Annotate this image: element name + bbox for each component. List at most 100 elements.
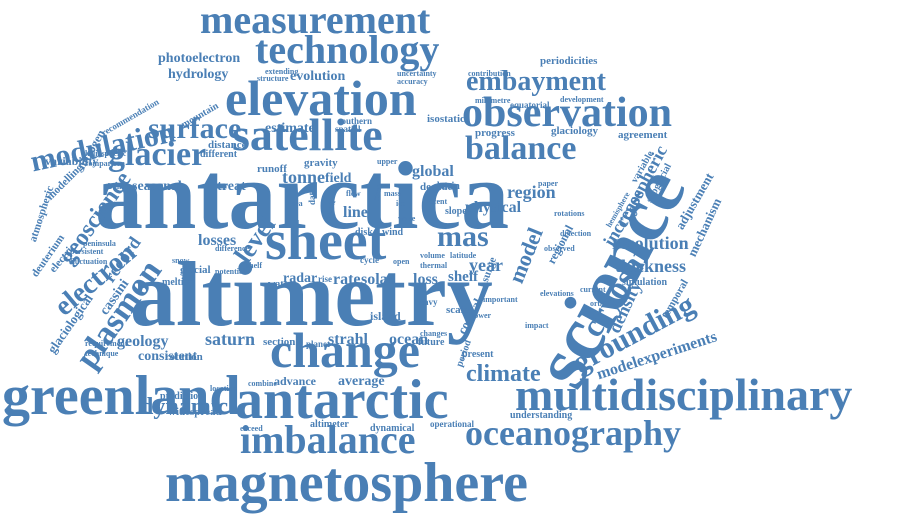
word: contribution: [468, 69, 511, 78]
word: region: [507, 182, 556, 202]
word: accuracy: [397, 77, 428, 86]
word: building: [108, 182, 137, 191]
word: ice: [396, 199, 406, 208]
word: global: [412, 163, 454, 180]
word: atmospheric: [27, 184, 57, 244]
word: glaciology: [551, 125, 599, 137]
word: imbalance: [240, 417, 416, 462]
word: upper: [377, 157, 398, 166]
word: magnetosphere: [165, 452, 528, 514]
word: elevations: [540, 289, 574, 298]
word: basin: [437, 181, 460, 192]
word: heliospheric: [85, 149, 127, 158]
word: greenland: [2, 365, 241, 427]
word: tonne: [282, 167, 326, 187]
word: embayment: [466, 66, 606, 97]
word: runoff: [257, 163, 287, 175]
word: altimetry: [130, 243, 493, 345]
word: southern: [338, 116, 373, 126]
word: thermal: [420, 261, 448, 270]
word: detection: [560, 229, 592, 238]
word: rise: [318, 274, 332, 284]
word: agreement: [618, 129, 668, 141]
word: periodicities: [540, 55, 598, 67]
word: dynamical: [370, 423, 415, 434]
word: ocean: [389, 331, 429, 348]
word: progress: [475, 127, 515, 139]
word: wave: [398, 214, 416, 223]
word: mas: [437, 220, 489, 253]
word: oceanography: [465, 413, 681, 453]
word: loss: [413, 271, 438, 288]
word: recent: [426, 197, 448, 206]
word: gravity: [304, 157, 338, 169]
word: comparison: [85, 159, 125, 168]
word: climate: [466, 361, 541, 387]
word: year: [469, 255, 503, 275]
word: millimetre: [475, 96, 511, 105]
word: persistent: [70, 247, 104, 256]
word: glacier: [108, 136, 207, 173]
word: lower: [472, 311, 492, 320]
word: latitude: [450, 251, 477, 260]
word: fluctuation: [70, 257, 108, 266]
word: difference: [215, 244, 250, 253]
word: potential: [215, 267, 246, 276]
word: decade: [420, 181, 453, 193]
word: satellite: [232, 109, 383, 160]
word: rotations: [554, 209, 585, 218]
word: open: [393, 257, 410, 266]
word: snow: [172, 256, 190, 265]
word: field: [325, 171, 352, 186]
word: average: [338, 374, 385, 389]
word: variability: [45, 154, 99, 168]
word: impact: [525, 321, 549, 330]
word: resolution: [612, 233, 689, 253]
word: advance: [274, 374, 316, 388]
word: spatial: [335, 124, 361, 134]
word: observation: [462, 90, 672, 136]
word: heavy: [415, 297, 438, 307]
word: widespread: [168, 406, 222, 418]
word: location: [210, 384, 238, 393]
word: operational: [430, 419, 474, 429]
word: changes: [420, 329, 448, 338]
word: equatorial: [510, 100, 550, 110]
word: hydrology: [168, 67, 229, 82]
word: saturn: [205, 329, 256, 349]
word: uncertainty: [397, 69, 437, 78]
word: line: [343, 204, 368, 221]
word: sea: [292, 199, 303, 208]
word: physical: [465, 199, 522, 216]
word: exceed: [240, 424, 263, 433]
word: orbit: [590, 299, 607, 308]
word: glacial: [180, 264, 211, 276]
word: change: [270, 322, 420, 378]
word: present: [462, 349, 494, 360]
word: sheet: [265, 210, 387, 272]
word: seasonal: [132, 179, 182, 194]
word: island: [370, 309, 401, 323]
word: slope: [445, 206, 467, 217]
word: extending: [265, 67, 299, 76]
word: cycle: [360, 255, 379, 265]
word: strahl: [328, 331, 368, 348]
word: different: [200, 149, 238, 160]
word: understanding: [510, 410, 573, 421]
word: model: [503, 223, 548, 287]
word: thickness: [615, 256, 687, 276]
word: observed: [544, 244, 575, 253]
word: disk: [355, 227, 373, 238]
word: technology: [255, 27, 440, 72]
word: antarctic: [235, 369, 449, 431]
word: elevation: [225, 70, 417, 126]
word: development: [560, 95, 604, 104]
word: rate: [333, 271, 361, 288]
word: radar: [283, 271, 318, 286]
word: solar: [361, 271, 395, 288]
word: wind: [382, 227, 404, 238]
word: volume: [420, 251, 445, 260]
word: melting: [162, 277, 195, 288]
word: current: [580, 285, 606, 294]
